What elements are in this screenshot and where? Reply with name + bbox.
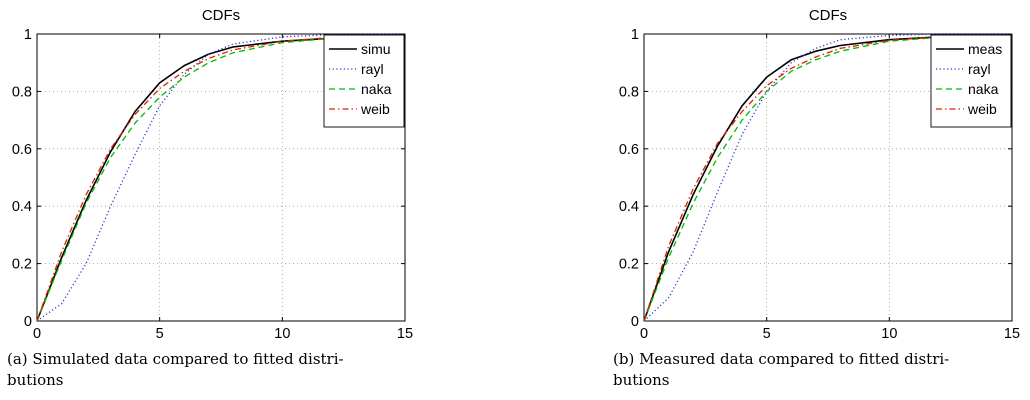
y-tick-label: 0 [24,314,32,330]
legend-label-rayl: rayl [361,61,384,77]
legend-label-weib: weib [967,101,997,117]
series-line-weib [36,34,406,322]
y-tick-label: 0.4 [12,199,32,215]
caption-a-line2: butions [7,371,63,389]
y-tick-label: 0 [631,314,639,330]
x-tick-label: 5 [763,326,771,342]
plot-area-frame [36,33,406,322]
x-tick-label: 15 [1004,326,1020,342]
legend-box [323,34,405,128]
y-tick-label: 0.4 [619,199,639,215]
series-line-naka [643,34,1013,322]
caption-b-line1: (b) Measured data compared to fitted dis… [613,350,949,368]
y-tick-label: 0.6 [12,142,32,158]
chart-title: CDFs [202,7,240,24]
x-tick-label: 0 [33,326,41,342]
x-tick-label: 0 [640,326,648,342]
y-tick-label: 0.2 [12,257,32,273]
plot-area-frame [643,33,1013,322]
y-tick-label: 1 [24,27,32,43]
legend-label-simu: simu [361,41,391,57]
y-tick-label: 0.8 [619,84,639,100]
series-line-naka [36,34,406,322]
legend-label-naka: naka [361,81,392,97]
legend-label-rayl: rayl [968,61,991,77]
series-line-weib [643,34,1013,322]
series-line-rayl [36,33,406,322]
x-tick-label: 5 [156,326,164,342]
x-tick-label: 10 [881,326,897,342]
chart-title: CDFs [809,7,847,24]
legend-label-naka: naka [968,81,999,97]
legend-box [930,34,1012,128]
y-tick-label: 0.6 [619,142,639,158]
y-tick-label: 1 [631,27,639,43]
chart-simulated-cdfs: CDFs 0 5 10 15 0 0.2 0.4 0.6 0.8 1 simu rayl naka weib [12,7,413,342]
legend-label-weib: weib [360,101,390,117]
y-tick-label: 0.2 [619,257,639,273]
x-tick-label: 15 [397,326,413,342]
chart-measured-cdfs: CDFs 0 5 10 15 0 0.2 0.4 0.6 0.8 1 meas rayl naka weib [619,7,1020,342]
caption-a-line1: (a) Simulated data compared to fitted di… [7,350,344,368]
y-tick-label: 0.8 [12,84,32,100]
legend-label-meas: meas [968,41,1002,57]
caption-b-line2: butions [613,371,669,389]
x-tick-label: 10 [274,326,290,342]
